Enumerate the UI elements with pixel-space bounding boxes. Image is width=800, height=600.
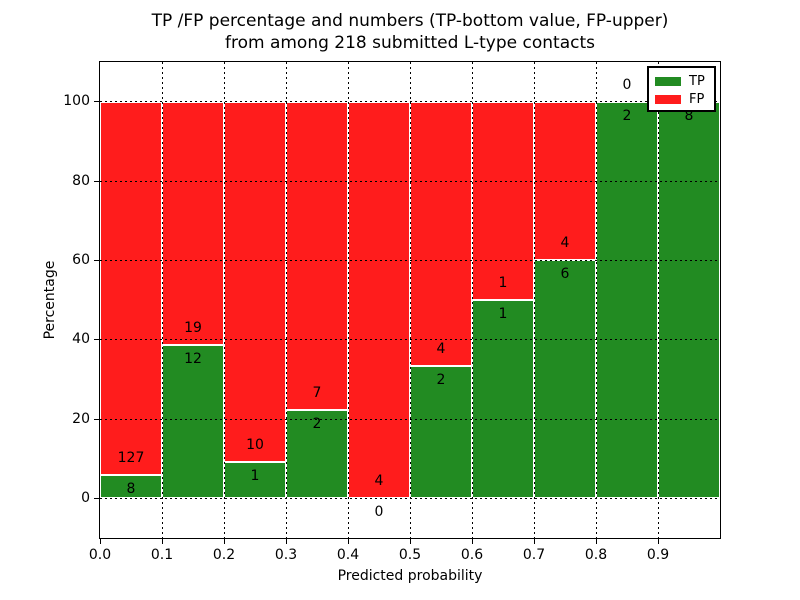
x-tick-label: 0.6 [460, 547, 484, 563]
fp-count-label: 0 [622, 76, 632, 93]
y-tick-label: 80 [72, 172, 90, 189]
chart-title-line2: from among 218 submitted L-type contacts [224, 32, 595, 53]
tp-count-label: 1 [250, 468, 260, 485]
bar-tp-segment [286, 410, 348, 499]
bar-fp-segment [472, 101, 534, 300]
x-tick-label: 0.9 [646, 547, 670, 563]
bar-fp-segment [224, 101, 286, 463]
legend-row-fp: FP [655, 90, 714, 108]
bar-fp-segment [286, 101, 348, 411]
x-tick [409, 539, 411, 544]
y-tick [94, 418, 99, 420]
tp-count-label: 6 [560, 266, 570, 283]
grid-line-vertical [595, 62, 597, 538]
bar-tp-segment [596, 101, 658, 499]
fp-count-label: 19 [184, 319, 202, 336]
grid-line-vertical [161, 62, 163, 538]
plot-area: 1278191210172404211460208 [99, 61, 721, 539]
tp-count-label: 2 [622, 107, 632, 124]
y-tick-label: 100 [63, 93, 90, 110]
x-tick [657, 539, 659, 544]
chart-title-line1: TP /FP percentage and numbers (TP-bottom… [151, 11, 669, 31]
tp-count-label: 12 [184, 350, 202, 367]
legend-tp-swatch [655, 76, 681, 86]
tp-count-label: 8 [126, 480, 136, 497]
tp-count-label: 0 [374, 504, 384, 521]
bar-tp-segment [410, 366, 472, 499]
y-tick-label: 40 [72, 331, 90, 348]
x-tick-label: 0.3 [274, 547, 298, 563]
x-tick-label: 0.5 [398, 547, 422, 563]
grid-line-vertical [409, 62, 411, 538]
legend-fp-label: FP [689, 91, 705, 107]
x-tick [223, 539, 225, 544]
fp-count-label: 127 [117, 449, 145, 466]
bar-fp-segment [162, 101, 224, 345]
bar-tp-segment [472, 300, 534, 499]
grid-line-vertical [471, 62, 473, 538]
y-tick-label: 20 [72, 410, 90, 427]
x-tick-label: 0.8 [584, 547, 608, 563]
fp-count-label: 4 [374, 473, 384, 490]
fp-count-label: 1 [498, 274, 508, 291]
x-tick-label: 0.2 [212, 547, 236, 563]
x-axis-label: Predicted probability [337, 568, 483, 584]
x-tick-label: 0.0 [88, 547, 112, 563]
legend-tp-label: TP [689, 73, 705, 89]
legend: TP FP [647, 66, 716, 112]
fp-count-label: 4 [560, 235, 570, 252]
tp-count-label: 2 [436, 371, 446, 388]
grid-line-vertical [347, 62, 349, 538]
bar-tp-segment [534, 260, 596, 499]
legend-fp-swatch [655, 94, 681, 104]
x-tick [471, 539, 473, 544]
y-tick [94, 339, 99, 341]
x-tick-label: 0.4 [336, 547, 360, 563]
grid-line-vertical [223, 62, 225, 538]
x-tick [533, 539, 535, 544]
x-tick-label: 0.1 [150, 547, 174, 563]
x-tick [285, 539, 287, 544]
tp-count-label: 8 [684, 107, 694, 124]
y-tick [94, 259, 99, 261]
bar-fp-segment [410, 101, 472, 367]
bar-tp-segment [162, 344, 224, 499]
grid-line-vertical [657, 62, 659, 538]
grid-line-vertical [285, 62, 287, 538]
x-tick [99, 539, 101, 544]
bar-tp-segment [224, 462, 286, 499]
x-tick [161, 539, 163, 544]
chart-title: TP /FP percentage and numbers (TP-bottom… [100, 11, 720, 54]
x-tick [347, 539, 349, 544]
y-tick [94, 101, 99, 103]
y-axis-label: Percentage [42, 260, 58, 340]
x-tick-label: 0.7 [522, 547, 546, 563]
bar-fp-segment [348, 101, 410, 499]
bar-tp-segment [658, 101, 720, 499]
legend-row-tp: TP [655, 72, 714, 90]
y-tick-label: 60 [72, 251, 90, 268]
fp-count-label: 7 [312, 385, 322, 402]
y-tick-label: 0 [81, 489, 90, 506]
x-tick [595, 539, 597, 544]
grid-line-vertical [533, 62, 535, 538]
fp-count-label: 10 [246, 437, 264, 454]
tp-count-label: 1 [498, 305, 508, 322]
y-tick [94, 180, 99, 182]
tp-count-label: 2 [312, 416, 322, 433]
y-tick [94, 497, 99, 499]
fp-count-label: 4 [436, 341, 446, 358]
